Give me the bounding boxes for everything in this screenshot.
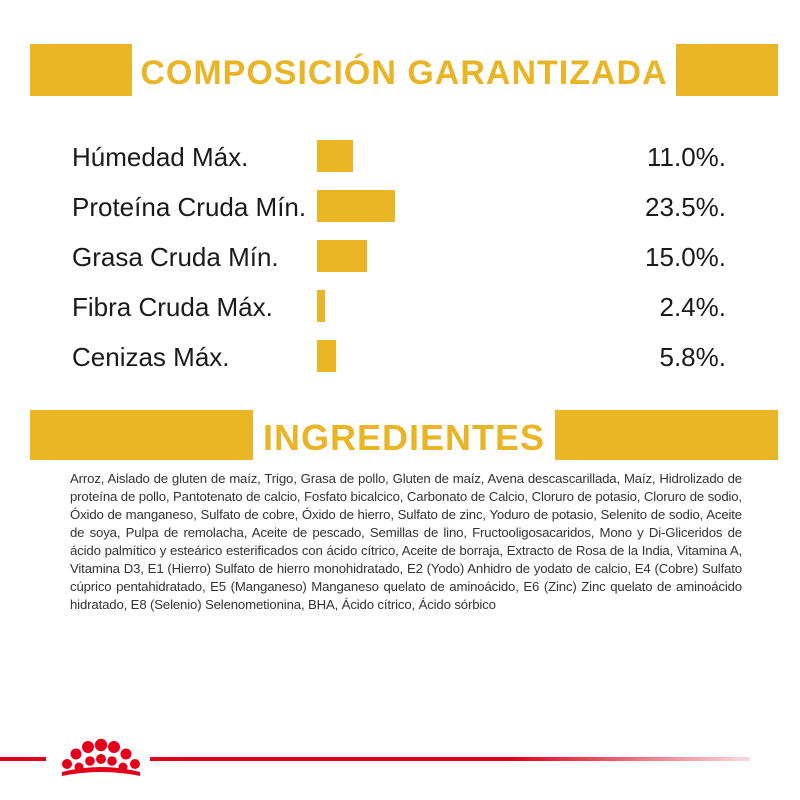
row-bar xyxy=(317,290,325,322)
row-value: 23.5%. xyxy=(645,192,726,222)
composition-table: Húmedad Máx. 11.0%. Proteína Cruda Mín. … xyxy=(72,134,732,384)
ingredients-title: INGREDIENTES xyxy=(252,410,556,462)
row-value: 11.0%. xyxy=(646,142,726,172)
footer-stripe-left xyxy=(0,757,46,761)
row-bar xyxy=(317,340,336,372)
row-label: Húmedad Máx. xyxy=(72,142,249,172)
row-bar xyxy=(317,240,367,272)
royal-canin-crown-icon xyxy=(62,738,140,776)
composition-row: Húmedad Máx. 11.0%. xyxy=(72,134,732,184)
ingredients-text: Arroz, Aislado de gluten de maíz, Trigo,… xyxy=(70,471,742,612)
composition-title: COMPOSICIÓN GARANTIZADA xyxy=(132,44,676,96)
row-value: 15.0%. xyxy=(645,242,726,272)
composition-row: Proteína Cruda Mín. 23.5%. xyxy=(72,184,732,234)
row-label: Cenizas Máx. xyxy=(72,342,230,372)
ingredients-banner: INGREDIENTES xyxy=(30,410,778,462)
row-value: 5.8%. xyxy=(659,342,727,372)
row-label: Proteína Cruda Mín. xyxy=(72,192,307,222)
composition-banner: COMPOSICIÓN GARANTIZADA xyxy=(30,44,778,96)
composition-row: Grasa Cruda Mín. 15.0%. xyxy=(72,234,732,284)
row-label: Grasa Cruda Mín. xyxy=(72,242,279,272)
row-value: 2.4%. xyxy=(659,292,727,322)
footer-stripe xyxy=(150,757,750,761)
composition-row: Fibra Cruda Máx. 2.4%. xyxy=(72,284,732,334)
row-bar xyxy=(317,140,353,172)
row-bar xyxy=(317,190,395,222)
row-label: Fibra Cruda Máx. xyxy=(72,292,273,322)
composition-row: Cenizas Máx. 5.8%. xyxy=(72,334,732,384)
